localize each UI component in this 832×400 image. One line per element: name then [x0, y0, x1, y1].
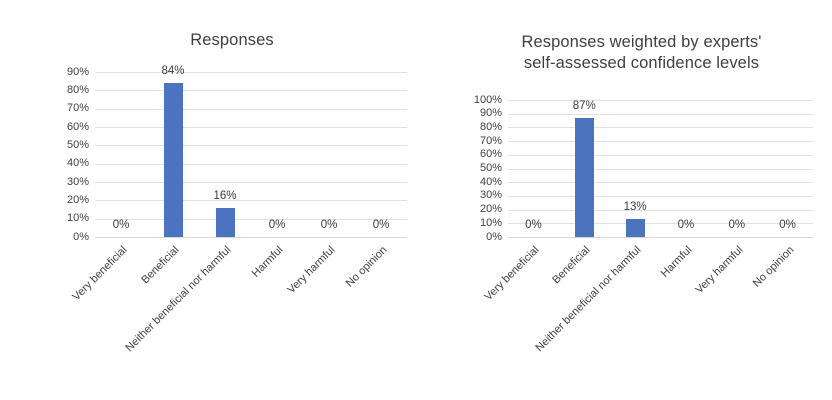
y-tick-label: 70%	[479, 134, 502, 147]
gridline	[508, 100, 813, 101]
y-tick-label: 90%	[479, 107, 502, 120]
gridline	[95, 200, 407, 202]
y-tick-label: 0%	[73, 230, 89, 243]
y-tick-label: 70%	[66, 102, 89, 115]
gridline	[95, 218, 407, 220]
chart-title-line: Responses	[190, 31, 274, 49]
chart-title-line: Responses weighted by experts'	[521, 33, 762, 51]
y-tick-label: 40%	[66, 157, 89, 170]
bar-value-label: 0%	[779, 219, 796, 231]
bar-value-label: 0%	[372, 219, 390, 231]
y-tick-label: 30%	[479, 189, 502, 202]
y-tick-label: 20%	[66, 193, 89, 206]
bar-value-label: 0%	[320, 219, 338, 231]
gridline	[508, 182, 813, 184]
bar-value-label: 0%	[525, 219, 542, 231]
gridline	[508, 127, 813, 129]
y-tick-label: 100%	[473, 93, 502, 106]
y-tick-label: 80%	[479, 120, 502, 133]
bar-value-label: 0%	[112, 219, 130, 231]
y-tick-label: 80%	[66, 83, 89, 96]
bar-value-label: 0%	[677, 219, 695, 231]
bar-value-label: 0%	[268, 219, 286, 231]
gridline	[95, 163, 407, 165]
y-tick-label: 30%	[66, 175, 89, 188]
x-axis-line	[508, 237, 813, 238]
gridline	[508, 141, 813, 143]
chart-title: Responses	[57, 30, 407, 51]
x-axis-line	[95, 237, 407, 238]
gridline	[95, 145, 407, 147]
y-tick-label: 60%	[479, 148, 502, 161]
gridline	[508, 195, 813, 197]
chart-weighted-responses: Responses weighted by experts' self-asse…	[450, 10, 820, 395]
y-tick-label: 60%	[66, 120, 89, 133]
gridline	[95, 90, 407, 92]
bar	[625, 219, 645, 237]
gridline	[95, 72, 407, 73]
gridline	[508, 113, 813, 115]
bar-value-label: 84%	[161, 65, 185, 77]
bar-value-label: 13%	[623, 201, 647, 214]
bar-value-label: 87%	[572, 99, 596, 112]
bar-value-label: 16%	[213, 189, 237, 202]
bar	[574, 117, 594, 237]
y-tick-label: 40%	[479, 175, 502, 188]
gridline	[508, 154, 813, 156]
gridline	[95, 127, 407, 128]
y-tick-label: 10%	[66, 212, 89, 225]
gridline	[508, 223, 813, 225]
y-tick-label: 50%	[66, 138, 89, 151]
chart-title: Responses weighted by experts' self-asse…	[460, 32, 823, 74]
gridline	[95, 108, 407, 110]
bar	[163, 83, 183, 237]
y-tick-label: 50%	[479, 162, 502, 174]
y-tick-label: 90%	[66, 65, 89, 78]
gridline	[508, 168, 813, 170]
chart-responses: Responses 0% 10% 20% 30% 40% 50% 60% 70% 80% 90% 0…	[57, 24, 417, 394]
y-tick-label: 20%	[479, 203, 502, 216]
gridline	[508, 209, 813, 211]
bar	[215, 207, 235, 237]
y-tick-label: 0%	[486, 230, 502, 243]
bar-value-label: 0%	[728, 219, 746, 231]
chart-title-line: self-assessed confidence levels	[523, 54, 760, 72]
y-tick-label: 10%	[479, 216, 502, 229]
gridline	[95, 182, 407, 183]
